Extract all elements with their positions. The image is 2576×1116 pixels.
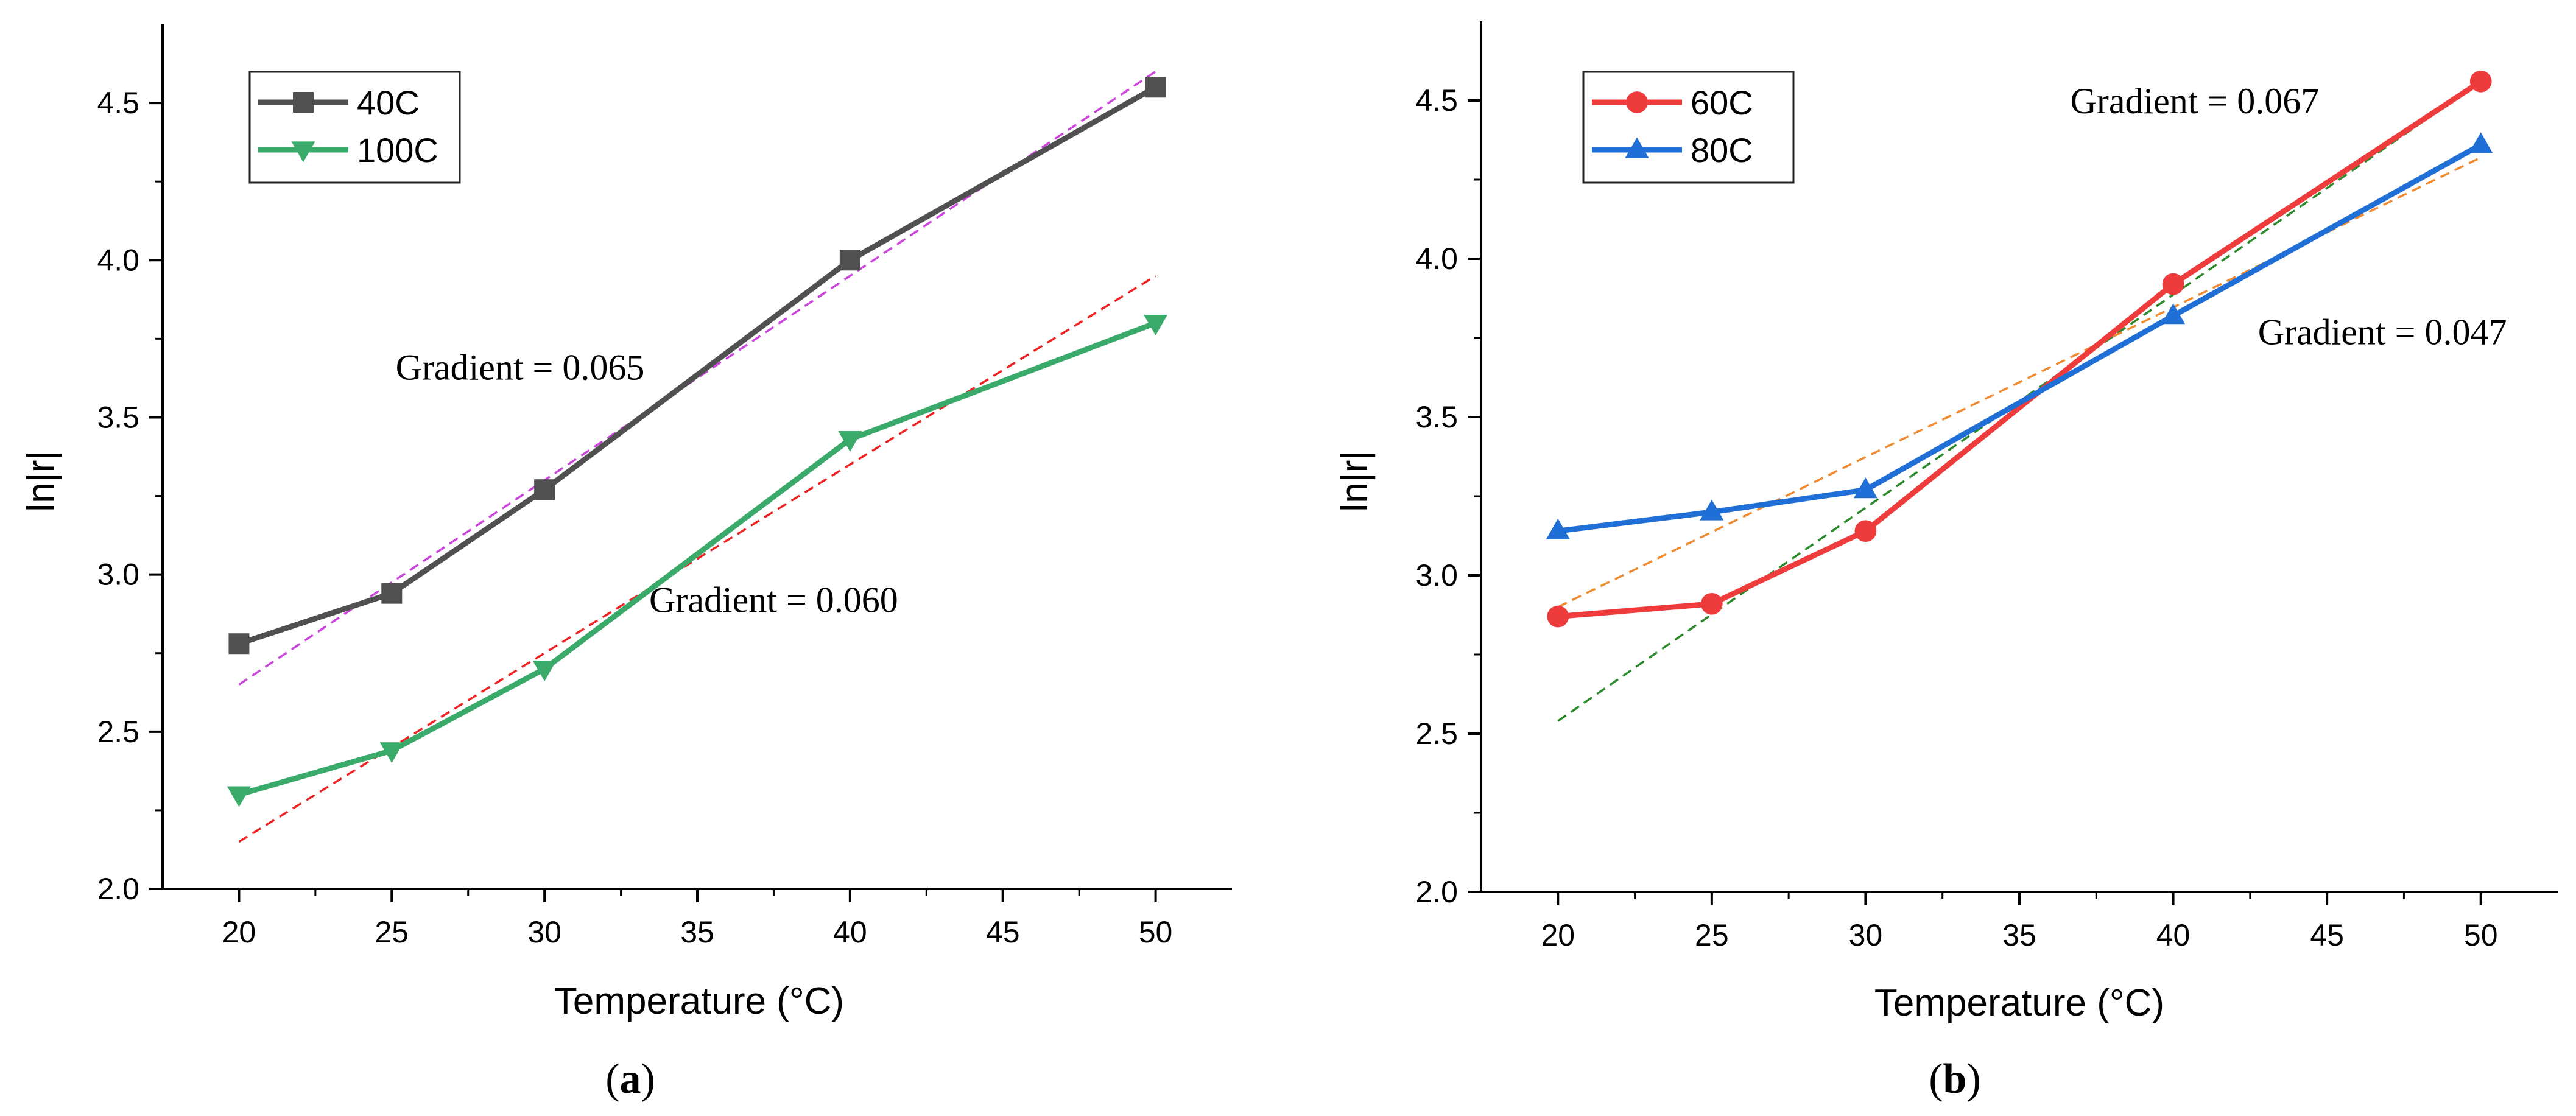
panel-label: b xyxy=(1943,1056,1967,1103)
legend-label: 100C xyxy=(357,131,438,169)
y-tick-label: 4.5 xyxy=(97,86,139,120)
data-point xyxy=(1701,592,1723,615)
y-axis-title: ln|r| xyxy=(1334,450,1376,511)
y-tick-label: 3.5 xyxy=(97,400,139,434)
chart-panel-b: 20 25 30 35 40 45 50 2.0 2.5 3.0 3.5 4.0 4.5 Tempera… xyxy=(1334,21,2558,1103)
x-tick-label: 35 xyxy=(2002,918,2036,952)
data-point xyxy=(1625,137,1649,158)
data-point xyxy=(228,633,250,655)
legend-label: 80C xyxy=(1691,131,1753,169)
data-point xyxy=(2469,132,2493,153)
x-tick-label: 25 xyxy=(375,915,409,949)
x-tick-label: 30 xyxy=(527,915,561,949)
data-point xyxy=(293,92,314,113)
y-tick-label: 2.5 xyxy=(97,715,139,749)
x-tick-label: 40 xyxy=(833,915,867,949)
x-tick-label: 20 xyxy=(1541,918,1575,952)
chart-panel-a: 20 25 30 35 40 45 50 2.0 2.5 3.0 3.5 4.0 4.5 Tempera… xyxy=(20,24,1232,1103)
x-tick-label: 20 xyxy=(222,915,256,949)
x-axis-title: Temperature (°C) xyxy=(1874,982,2164,1024)
x-tick-label: 40 xyxy=(2156,918,2191,952)
fit-line xyxy=(1557,156,2482,608)
data-point xyxy=(839,250,860,271)
data-point xyxy=(1546,518,1570,539)
data-point xyxy=(2161,303,2186,325)
legend-box xyxy=(248,71,461,184)
y-tick-label: 3.0 xyxy=(97,558,139,592)
data-point xyxy=(534,479,555,500)
panel-caption: (b) xyxy=(1929,1056,1981,1103)
data-point xyxy=(532,660,557,681)
x-tick-label: 45 xyxy=(2310,918,2344,952)
legend-label: 60C xyxy=(1691,83,1753,122)
y-axis-title: ln|r| xyxy=(20,450,62,511)
data-point xyxy=(379,742,404,763)
x-tick-label: 35 xyxy=(680,915,714,949)
legend-label: 40C xyxy=(357,83,420,122)
y-tick-label: 3.0 xyxy=(1415,558,1458,592)
data-point xyxy=(1700,499,1724,521)
data-point xyxy=(291,141,315,163)
fit-lines xyxy=(238,71,1156,843)
gradient-label: Gradient = 0.047 xyxy=(2258,312,2507,352)
data-point xyxy=(381,583,403,604)
data-point xyxy=(1144,314,1168,335)
data-point xyxy=(1145,77,1166,98)
data-point xyxy=(1547,605,1569,628)
panel-caption: (a) xyxy=(605,1056,655,1103)
legend: 40C 100C xyxy=(248,71,461,184)
data-point xyxy=(2469,70,2492,93)
data-point xyxy=(1853,477,1877,499)
gradient-annotations: Gradient = 0.067 Gradient = 0.047 xyxy=(2071,81,2507,353)
data-point xyxy=(227,786,251,807)
y-tick-label: 2.5 xyxy=(1415,717,1458,751)
x-tick-label: 50 xyxy=(1139,915,1173,949)
data-point xyxy=(838,431,862,452)
axis-ticks: 20 25 30 35 40 45 50 2.0 2.5 3.0 3.5 4.0 4.5 xyxy=(97,86,1172,949)
x-tick-label: 30 xyxy=(1849,918,1883,952)
legend-box xyxy=(1582,71,1795,184)
gradient-label: Gradient = 0.060 xyxy=(649,580,898,620)
data-point xyxy=(2162,273,2184,295)
y-tick-label: 3.5 xyxy=(1415,400,1458,434)
y-tick-label: 4.5 xyxy=(1415,83,1458,118)
x-tick-label: 45 xyxy=(986,915,1020,949)
x-tick-label: 50 xyxy=(2464,918,2498,952)
panel-label: a xyxy=(620,1056,641,1103)
y-tick-label: 4.0 xyxy=(97,243,139,277)
x-tick-label: 25 xyxy=(1695,918,1729,952)
axis-ticks: 20 25 30 35 40 45 50 2.0 2.5 3.0 3.5 4.0 4.5 xyxy=(1415,83,2497,952)
y-tick-label: 4.0 xyxy=(1415,242,1458,276)
data-point xyxy=(1854,520,1877,542)
gradient-label: Gradient = 0.067 xyxy=(2071,81,2320,121)
gradient-annotations: Gradient = 0.065 Gradient = 0.060 xyxy=(396,347,898,620)
y-tick-label: 2.0 xyxy=(1415,875,1458,909)
data-series xyxy=(227,77,1168,807)
data-point xyxy=(1626,91,1648,113)
data-series xyxy=(1546,70,2493,628)
y-tick-label: 2.0 xyxy=(97,872,139,906)
x-axis-title: Temperature (°C) xyxy=(554,980,844,1022)
gradient-label: Gradient = 0.065 xyxy=(396,347,645,387)
